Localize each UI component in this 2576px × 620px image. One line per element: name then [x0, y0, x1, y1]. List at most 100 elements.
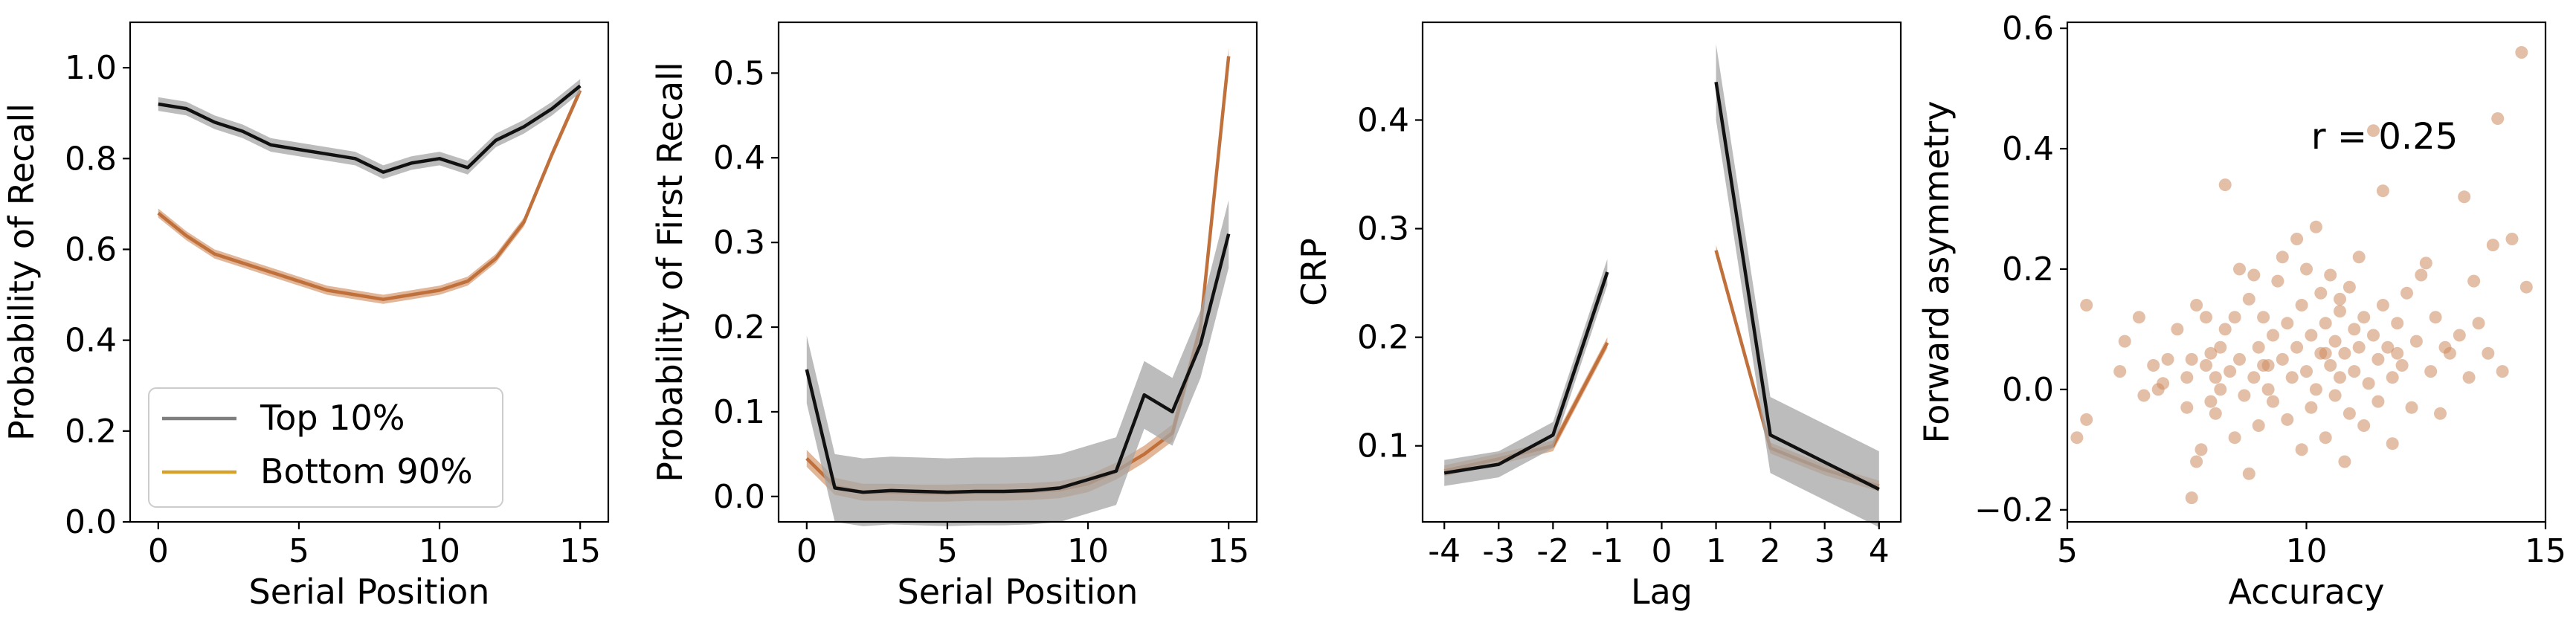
x-tick-label: 15 — [2525, 532, 2566, 570]
scatter-point — [2209, 407, 2222, 420]
series-line-bottom — [157, 89, 582, 301]
scatter-point — [2290, 340, 2304, 354]
series-band-top — [158, 79, 581, 179]
scatter-point — [2218, 178, 2232, 192]
y-tick-label: 0.3 — [1357, 210, 1409, 248]
scatter-point — [2300, 365, 2313, 378]
scatter-point — [2171, 323, 2184, 336]
x-tick-label: 1 — [1706, 532, 1727, 570]
scatter-point — [2391, 346, 2404, 360]
scatter-point — [2309, 220, 2322, 233]
scatter-point — [2371, 395, 2385, 408]
legend-entry-label: Bottom 90% — [260, 451, 473, 491]
scatter-point — [2118, 335, 2131, 348]
scatter-point — [2224, 365, 2237, 378]
scatter-point — [2429, 311, 2442, 324]
scatter-point — [2352, 251, 2366, 264]
scatter-point — [2338, 455, 2351, 468]
scatter-point — [2242, 292, 2255, 306]
scatter-point — [2505, 233, 2519, 245]
scatter-point — [2371, 352, 2385, 366]
plot-frame — [777, 21, 1258, 523]
y-tick-label: 0.0 — [2002, 371, 2054, 409]
scatter-point — [2438, 340, 2452, 354]
scatter-point — [2281, 413, 2294, 426]
scatter-point — [2185, 352, 2198, 366]
scatter-point — [2419, 256, 2432, 270]
x-tick-label: 5 — [2057, 532, 2078, 570]
scatter-point — [2267, 395, 2279, 408]
scatter-point — [2328, 335, 2342, 348]
scatter-point — [2290, 233, 2304, 245]
scatter-point — [2334, 292, 2346, 306]
scatter-point — [2238, 389, 2251, 402]
scatter-point — [2482, 346, 2495, 360]
y-tick-label: 0.2 — [1357, 319, 1409, 357]
scatter-point — [2285, 371, 2299, 384]
y-tick-label: 0.4 — [2002, 130, 2054, 168]
scatter-point — [2391, 317, 2404, 330]
y-axis-label: Forward asymmetry — [1916, 100, 1957, 443]
legend-box — [148, 387, 503, 508]
scatter-point — [2257, 311, 2270, 324]
scatter-point — [2233, 262, 2246, 276]
scatter-point — [2200, 359, 2212, 372]
scatter-point — [2328, 389, 2342, 402]
scatter-point — [2367, 124, 2380, 138]
scatter-point — [2357, 419, 2371, 432]
scatter-point — [2362, 377, 2375, 390]
scatter-point — [2348, 365, 2361, 378]
scatter-point — [2348, 323, 2361, 336]
y-axis-label: Probability of First Recall — [650, 62, 690, 482]
x-tick-label: 15 — [559, 532, 601, 570]
x-tick-label: 15 — [1208, 532, 1249, 570]
y-tick-label: 0.4 — [65, 322, 117, 360]
scatter-point — [2261, 383, 2275, 396]
scatter-point — [2271, 274, 2284, 288]
scatter-point — [2295, 443, 2308, 456]
x-tick-label: 2 — [1760, 532, 1781, 570]
scatter-point — [2113, 365, 2127, 378]
y-tick-label: 0.1 — [713, 393, 765, 431]
scatter-point — [2242, 467, 2255, 480]
x-tick-label: -4 — [1428, 532, 1461, 570]
x-tick-label: -2 — [1536, 532, 1569, 570]
scatter-point — [2453, 329, 2466, 342]
scatter-point — [2314, 286, 2328, 300]
y-tick-label: 0.3 — [713, 224, 765, 262]
scatter-point — [2305, 329, 2318, 342]
scatter-point — [2214, 383, 2227, 396]
x-tick-label: 10 — [1067, 532, 1109, 570]
scatter-point — [2491, 112, 2505, 125]
legend-entry-label: Top 10% — [260, 398, 405, 438]
scatter-point — [2305, 401, 2318, 414]
scatter-point — [2386, 437, 2399, 451]
scatter-point — [2204, 346, 2218, 360]
chart-panel-4: r = 0.25 5 10 15 −0.2 0.0 0.2 0.4 0.6 Accuracy For… — [1916, 10, 2566, 612]
scatter-point — [2324, 268, 2337, 282]
scatter-point — [2233, 352, 2246, 366]
scatter-point — [2319, 431, 2332, 445]
scatter-point — [2472, 317, 2485, 330]
scatter-point — [2276, 251, 2289, 264]
y-tick-label: −0.2 — [1974, 491, 2054, 529]
scatter-point — [2400, 286, 2413, 300]
y-tick-label: 1.0 — [65, 49, 117, 87]
scatter-point — [2200, 311, 2212, 324]
scatter-point — [2281, 317, 2294, 330]
series-line-top — [158, 84, 582, 174]
scatter-point — [2218, 323, 2232, 336]
scatter-point — [2376, 184, 2389, 198]
scatter-point — [2342, 280, 2356, 294]
x-axis-label: Serial Position — [249, 572, 490, 612]
segment-1-line-top — [1443, 271, 1609, 475]
x-tick-label: -3 — [1482, 532, 1515, 570]
scatter-point — [2209, 371, 2222, 384]
scatter-point — [2324, 359, 2337, 372]
scatter-point — [2180, 401, 2194, 414]
scatter-point — [2352, 340, 2366, 354]
scatter-point — [2195, 443, 2208, 456]
scatter-point — [2161, 352, 2174, 366]
scatter-point — [2434, 407, 2447, 420]
